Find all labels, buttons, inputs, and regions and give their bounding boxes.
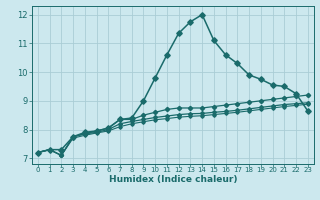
- X-axis label: Humidex (Indice chaleur): Humidex (Indice chaleur): [108, 175, 237, 184]
